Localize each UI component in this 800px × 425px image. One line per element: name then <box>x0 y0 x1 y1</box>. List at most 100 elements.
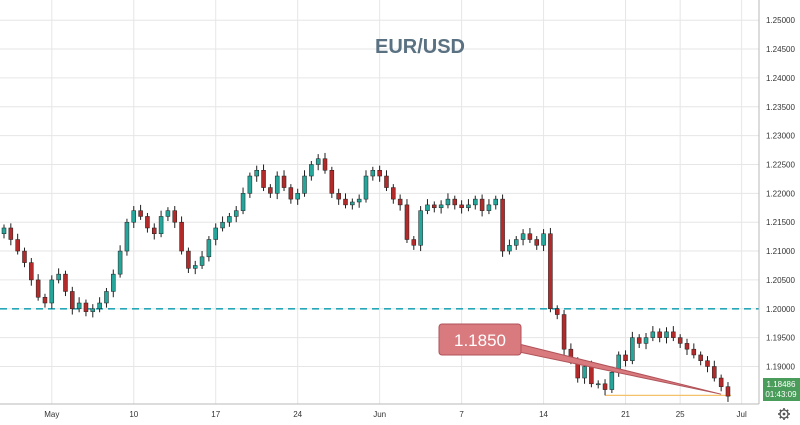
candle-down <box>397 198 403 206</box>
candle-down <box>602 383 608 390</box>
callout-pointer <box>518 343 722 395</box>
candle-up <box>213 227 218 240</box>
reference-lines <box>0 307 759 396</box>
gear-icon[interactable] <box>778 408 790 420</box>
candle-down <box>705 360 710 367</box>
candle-up <box>664 331 669 338</box>
candle-up <box>274 175 280 194</box>
candle-down <box>391 187 396 200</box>
y-tick-label: 1.19500 <box>766 334 795 343</box>
candle-up <box>493 198 499 206</box>
candle-up <box>445 198 451 206</box>
candle-up <box>466 204 471 209</box>
candle-up <box>131 210 137 223</box>
candle-down <box>671 331 676 338</box>
candle-down <box>534 239 539 246</box>
candle-down <box>179 221 184 252</box>
candle-down <box>288 187 294 200</box>
y-tick-label: 1.21000 <box>766 247 795 256</box>
last-price-countdown: 01:43:09 <box>765 390 797 399</box>
candle-down <box>411 239 417 246</box>
candle-down <box>548 233 553 310</box>
y-tick-label: 1.20500 <box>766 276 795 285</box>
candle-up <box>582 366 587 379</box>
candle-down <box>691 348 697 356</box>
candle-up <box>370 170 376 177</box>
candle-up <box>514 239 519 246</box>
y-tick-label: 1.23000 <box>766 132 795 141</box>
candle-down <box>636 337 642 344</box>
candle-up <box>541 233 546 246</box>
candle-up <box>158 216 164 234</box>
last-price-tag-box <box>763 378 800 401</box>
candle-up <box>199 256 205 266</box>
candle-down <box>42 296 48 304</box>
y-tick-label: 1.20000 <box>766 305 795 314</box>
price-callout: 1.1850 <box>438 323 722 395</box>
candle-up <box>350 201 355 206</box>
candle-down <box>712 366 717 379</box>
candle-up <box>227 216 232 223</box>
candle-down <box>329 170 335 194</box>
callout-box <box>438 323 522 356</box>
candle-up <box>643 337 649 344</box>
candle-up <box>192 265 198 269</box>
candle-up <box>111 273 116 292</box>
y-tick-label: 1.21500 <box>766 218 795 227</box>
candle-down <box>336 193 341 200</box>
candle-down <box>404 204 410 240</box>
y-tick-label: 1.23500 <box>766 103 795 112</box>
candle-down <box>322 158 328 171</box>
candle-up <box>507 245 512 252</box>
candle-up <box>49 279 55 304</box>
candle-up <box>240 193 246 211</box>
candle-up <box>220 221 225 229</box>
x-tick-label: Jul <box>737 410 747 419</box>
x-tick-label: May <box>44 410 59 419</box>
candle-down <box>377 170 382 177</box>
candle-down <box>561 314 567 350</box>
x-tick-label: 21 <box>621 410 630 419</box>
candle-up <box>473 198 478 206</box>
candle-down <box>35 279 41 298</box>
candle-up <box>97 302 102 310</box>
candle-down <box>527 233 533 240</box>
candle-up <box>363 175 369 200</box>
candle-down <box>138 210 143 217</box>
candle-down <box>718 377 724 387</box>
candle-down <box>63 273 68 292</box>
candle-up <box>104 291 109 304</box>
candle-down <box>384 175 389 188</box>
candle-down <box>22 250 27 263</box>
candle-down <box>500 198 505 252</box>
candle-down <box>186 250 191 269</box>
candle-up <box>1 227 7 234</box>
candle-up <box>438 204 444 209</box>
candle-up <box>117 250 123 275</box>
y-tick-label: 1.22500 <box>766 160 795 169</box>
candle-down <box>70 291 75 310</box>
candle-down <box>725 386 731 397</box>
candle-down <box>343 198 348 206</box>
x-tick-label: 24 <box>293 410 302 419</box>
candle-down <box>281 175 287 188</box>
price-axis[interactable]: 1.25000 1.24500 1.24000 1.23500 1.23000 1.225… <box>758 0 800 404</box>
candle-up <box>165 210 171 217</box>
candle-down <box>684 343 690 350</box>
candle-up <box>302 175 307 194</box>
candle-up <box>254 170 259 177</box>
candle-up <box>650 331 656 338</box>
y-tick-label: 1.19000 <box>766 362 795 371</box>
candle-down <box>589 366 594 385</box>
candle-down <box>459 204 464 209</box>
chart-title: EUR/USD <box>375 36 465 58</box>
candle-up <box>295 193 300 200</box>
candle-up <box>315 158 321 165</box>
time-axis[interactable]: May 10 17 24 Jun 7 14 21 25 Jul <box>0 403 759 425</box>
time-axis-background <box>0 404 759 425</box>
candles <box>1 152 731 402</box>
callout-label: 1.1850 <box>454 331 506 350</box>
candle-up <box>90 308 96 312</box>
candle-down <box>452 198 458 206</box>
